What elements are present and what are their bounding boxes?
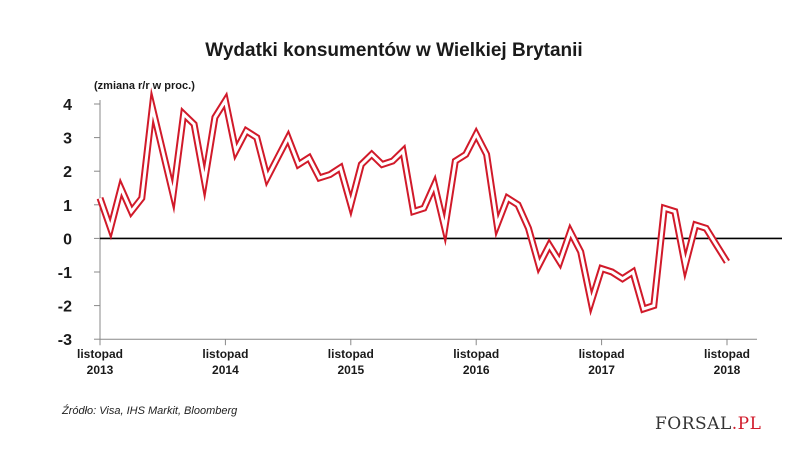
x-tick-label-year: 2014: [212, 363, 239, 377]
logo-suffix: .PL: [731, 414, 762, 434]
y-tick-label: -2: [58, 299, 72, 316]
y-tick-label: 3: [63, 131, 72, 148]
chart-title: Wydatki konsumentów w Wielkiej Brytanii: [205, 40, 583, 61]
x-tick-label-year: 2016: [463, 363, 490, 377]
source-note: Źródło: Visa, IHS Markit, Bloomberg: [62, 405, 238, 417]
x-tick-label-month: listopad: [77, 347, 123, 361]
y-tick-label: 1: [63, 198, 72, 215]
x-tick-label-year: 2018: [714, 363, 741, 377]
y-axis-unit-label: (zmiana r/r w proc.): [94, 80, 195, 92]
x-tick-label-year: 2015: [337, 363, 364, 377]
x-tick-label-year: 2013: [87, 363, 114, 377]
y-tick-label: -3: [58, 332, 72, 349]
y-tick-label: 0: [63, 231, 72, 248]
x-axis: listopad 2013 listopad 2014 listopad 2015 list…: [77, 237, 782, 377]
x-tick-label-month: listopad: [202, 347, 248, 361]
series-group: [96, 87, 730, 317]
logo-main: FORSAL: [655, 414, 732, 434]
x-tick-label-month: listopad: [328, 347, 374, 361]
x-tick-label-month: listopad: [704, 347, 750, 361]
y-axis: 4 3 2 1 0 -1 -2 -3: [58, 97, 101, 349]
x-tick-label-month: listopad: [453, 347, 499, 361]
y-tick-label: 2: [63, 164, 72, 181]
x-tick-label-month: listopad: [579, 347, 625, 361]
y-tick-label: -1: [58, 265, 72, 282]
forsal-logo[interactable]: FORSAL.PL: [655, 414, 761, 434]
y-tick-label: 4: [63, 97, 72, 114]
series-line-inner: [98, 96, 729, 311]
x-tick-label-year: 2017: [588, 363, 615, 377]
